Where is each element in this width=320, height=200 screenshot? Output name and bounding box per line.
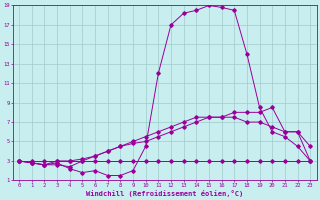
X-axis label: Windchill (Refroidissement éolien,°C): Windchill (Refroidissement éolien,°C) (86, 190, 243, 197)
